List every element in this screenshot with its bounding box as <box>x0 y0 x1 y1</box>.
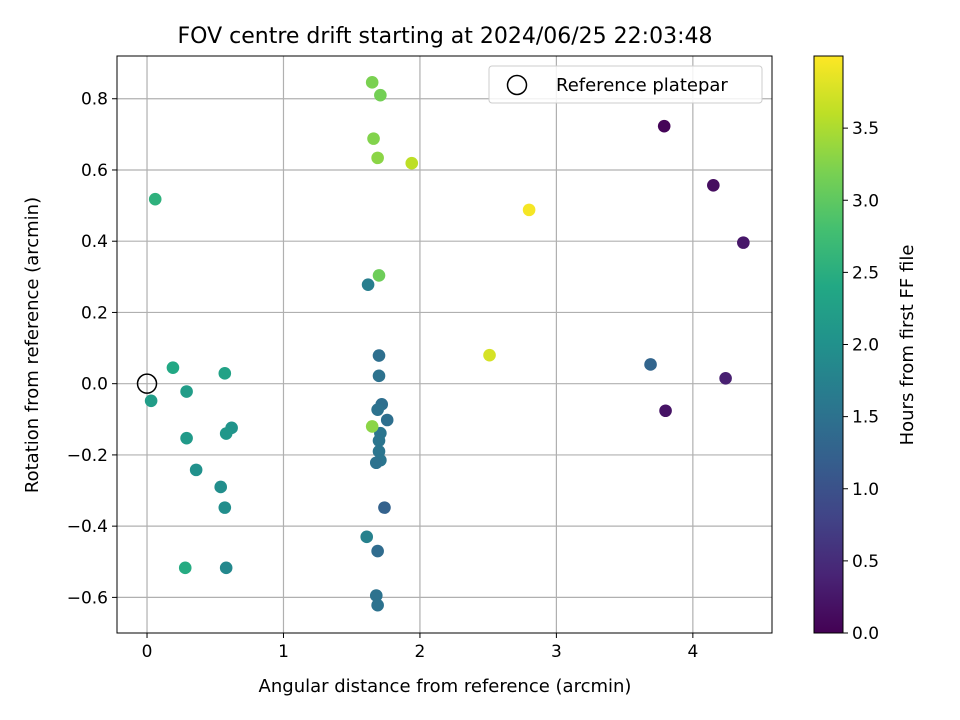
colorbar-tick-label: 1.5 <box>852 408 879 428</box>
x-tick-label: 4 <box>687 642 698 662</box>
data-point <box>166 361 180 374</box>
data-point <box>219 561 233 575</box>
data-point <box>522 203 536 217</box>
data-point <box>361 278 375 291</box>
legend: Reference platepar <box>488 65 763 104</box>
y-tick-label: 0.4 <box>81 232 108 252</box>
reference-marker <box>136 373 158 394</box>
data-point <box>374 88 387 102</box>
data-point <box>707 178 720 192</box>
data-point <box>218 501 232 514</box>
data-point <box>371 151 384 165</box>
y-tick-label: −0.4 <box>67 517 108 537</box>
data-point <box>144 394 158 408</box>
x-axis-ticks: 0 1 2 3 4 <box>142 633 698 662</box>
data-point <box>371 544 384 558</box>
colorbar-tick-label: 0.0 <box>852 624 879 644</box>
colorbar-tick-label: 2.5 <box>852 263 879 283</box>
y-tick-label: 0.2 <box>81 303 108 323</box>
data-point <box>372 369 386 383</box>
data-point <box>372 269 386 282</box>
colorbar-tick-label: 1.0 <box>852 480 879 500</box>
data-point <box>483 348 496 362</box>
colorbar-tick-label: 3.0 <box>852 191 879 211</box>
chart-title: FOV centre drift starting at 2024/06/25 … <box>178 24 713 49</box>
data-point <box>380 413 394 427</box>
y-tick-label: −0.2 <box>67 446 108 466</box>
data-point <box>657 119 671 133</box>
y-tick-label: −0.6 <box>67 588 108 608</box>
y-tick-label: 0.8 <box>81 90 108 110</box>
legend-box <box>488 65 763 104</box>
data-point <box>365 76 379 89</box>
x-tick-label: 3 <box>551 642 562 662</box>
x-axis-label: Angular distance from reference (arcmin) <box>259 676 632 697</box>
data-point <box>369 456 383 470</box>
data-point <box>367 132 380 145</box>
colorbar-gradient <box>813 55 844 634</box>
data-point <box>219 427 233 440</box>
data-point <box>189 463 203 477</box>
data-points <box>144 76 750 612</box>
y-tick-label: 0.0 <box>81 375 108 395</box>
colorbar-ticks: 0.0 0.5 1.0 1.5 2.0 2.5 3.0 3.5 <box>843 119 879 644</box>
plot-frame <box>116 55 773 634</box>
reference-platepar-marker <box>136 373 158 394</box>
data-point <box>378 501 391 514</box>
data-point <box>178 561 192 575</box>
legend-entry-reference: Reference platepar <box>556 75 728 96</box>
data-point <box>371 403 384 416</box>
data-point <box>148 192 162 206</box>
data-point <box>218 367 232 380</box>
data-point <box>180 385 193 398</box>
data-point <box>405 156 419 170</box>
data-point <box>214 480 228 494</box>
colorbar-tick-label: 2.0 <box>852 336 879 356</box>
colorbar-tick-label: 3.5 <box>852 119 879 139</box>
data-point <box>365 420 379 433</box>
x-tick-label: 2 <box>415 642 426 662</box>
data-point <box>180 431 193 445</box>
colorbar: 0.0 0.5 1.0 1.5 2.0 2.5 3.0 3.5 Hours from firs… <box>813 55 918 644</box>
data-point <box>719 372 732 385</box>
colorbar-tick-label: 0.5 <box>852 552 879 572</box>
data-point <box>372 434 386 447</box>
x-tick-label: 1 <box>278 642 289 662</box>
data-point <box>372 349 386 362</box>
y-axis-label: Rotation from reference (arcmin) <box>22 197 43 493</box>
y-tick-label: 0.6 <box>81 161 108 181</box>
grid-lines <box>117 56 772 633</box>
legend-reference-marker <box>506 74 528 96</box>
data-point <box>644 358 657 371</box>
colorbar-label: Hours from first FF file <box>897 245 918 446</box>
y-axis-ticks: −0.6 −0.4 −0.2 0.0 0.2 0.4 0.6 0.8 <box>67 90 117 608</box>
data-point <box>737 236 750 249</box>
data-point <box>371 598 384 612</box>
data-point <box>360 530 374 544</box>
x-tick-label: 0 <box>142 642 153 662</box>
data-point <box>369 589 383 602</box>
data-point <box>659 404 672 418</box>
